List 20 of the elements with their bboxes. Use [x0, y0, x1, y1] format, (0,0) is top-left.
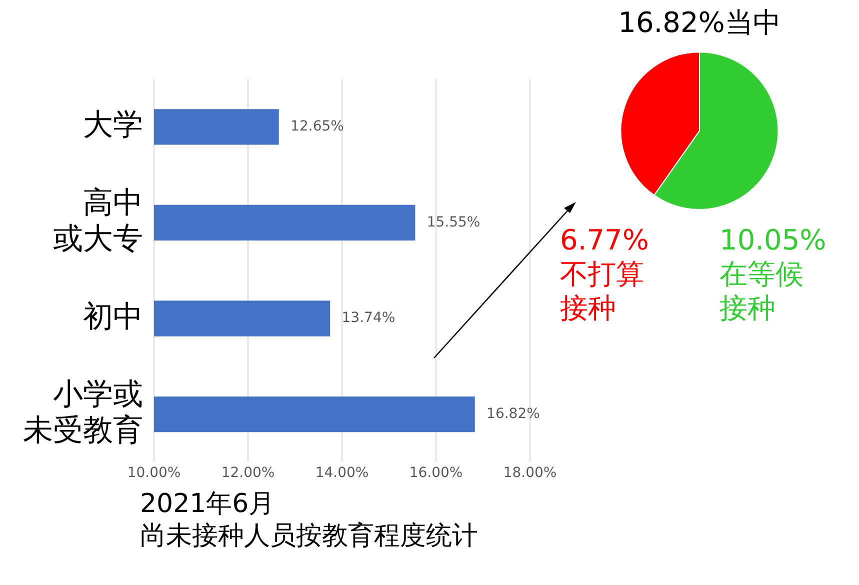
y-tick-label: 初中 [83, 299, 143, 334]
y-tick-label: 大学 [83, 108, 143, 143]
x-tick-label: 12.00% [221, 465, 275, 482]
y-tick-label: 高中或大专 [53, 185, 143, 256]
data-label: 10.05% [720, 223, 826, 256]
data-label: 16.82% [486, 406, 540, 422]
x-tick-label: 14.00% [315, 465, 369, 482]
text: 2021年6月 [140, 488, 276, 520]
x-tick-label: 18.00% [503, 465, 557, 482]
y-tick-label: 小学或未受教育 [23, 377, 143, 448]
slice-label: 不打算接种 [560, 257, 644, 324]
data-label: 13.74% [342, 310, 396, 326]
data-label: 15.55% [426, 214, 480, 230]
x-tick-label: 16.00% [409, 465, 463, 482]
text: 尚未接种人员按教育程度统计 [140, 520, 478, 552]
slice-label: 在等候接种 [720, 257, 804, 324]
data-label: 12.65% [290, 118, 344, 135]
data-label: 6.77% [560, 223, 649, 256]
x-tick-label: 10.00% [127, 465, 181, 482]
chart-title: 16.82%当中 [618, 6, 781, 40]
